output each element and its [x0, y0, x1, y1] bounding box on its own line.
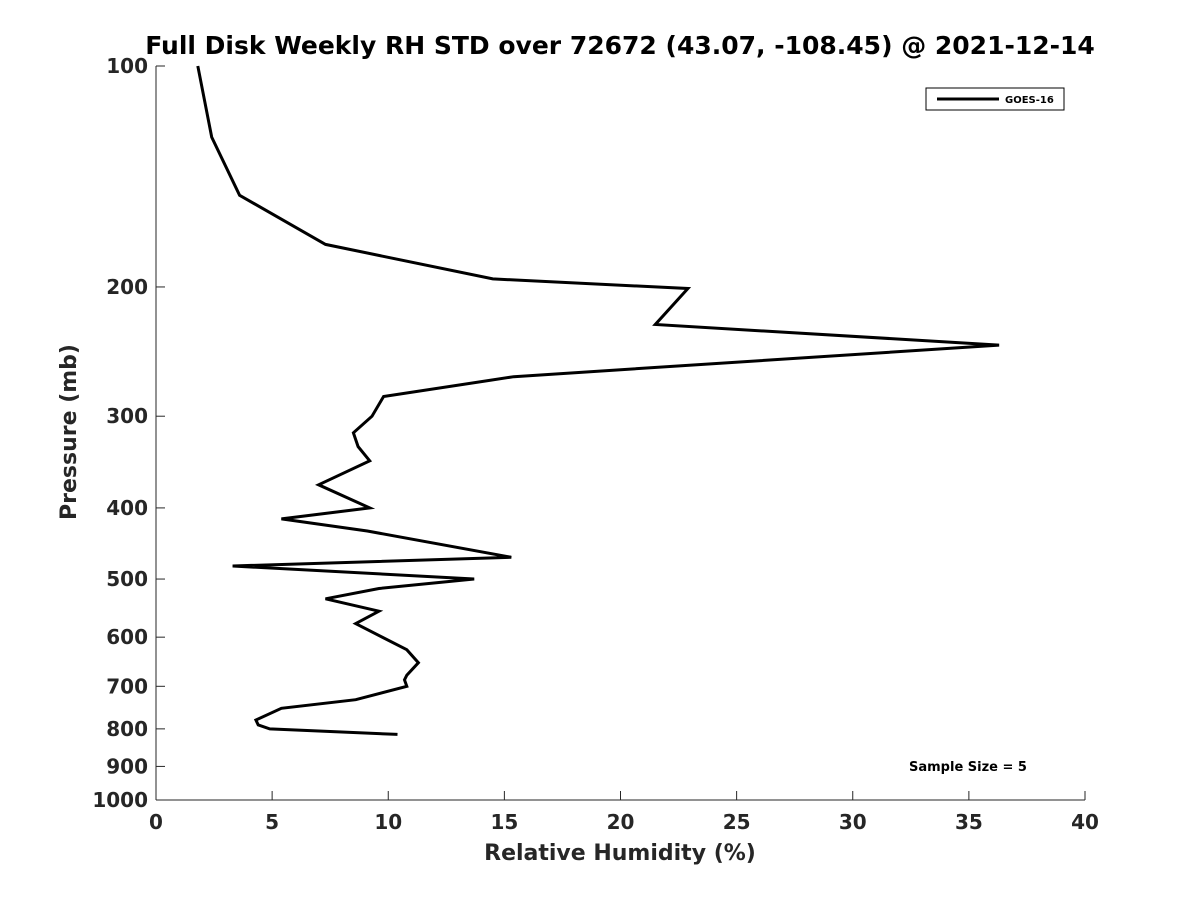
x-tick-label: 5 — [265, 810, 279, 834]
series-line-goes-16 — [196, 65, 1000, 736]
chart-title: Full Disk Weekly RH STD over 72672 (43.0… — [145, 31, 1095, 60]
y-tick-label: 1000 — [92, 788, 148, 812]
y-tick-label: 900 — [106, 754, 148, 778]
y-tick-label: 200 — [106, 275, 148, 299]
y-tick-label: 600 — [106, 625, 148, 649]
sample-size-annotation: Sample Size = 5 — [909, 760, 1027, 775]
legend: GOES-16 — [925, 87, 1065, 111]
y-tick-label: 500 — [106, 567, 148, 591]
x-tick-label: 15 — [490, 810, 518, 834]
x-tick-label: 0 — [149, 810, 163, 834]
x-tick-label: 40 — [1071, 810, 1099, 834]
y-axis: 100 200 300 400 500 600 700 800 900 1000 — [92, 54, 165, 812]
y-axis-label: Pressure (mb) — [57, 344, 82, 520]
x-tick-label: 30 — [839, 810, 867, 834]
plot-area — [196, 65, 1000, 736]
y-tick-label: 400 — [106, 496, 148, 520]
y-tick-label: 300 — [106, 404, 148, 428]
x-tick-label: 20 — [607, 810, 635, 834]
y-tick-label: 100 — [106, 54, 148, 78]
x-tick-label: 10 — [374, 810, 402, 834]
x-axis-label: Relative Humidity (%) — [484, 841, 756, 866]
x-tick-label: 25 — [723, 810, 751, 834]
y-tick-label: 800 — [106, 717, 148, 741]
x-tick-label: 35 — [955, 810, 983, 834]
legend-label-goes-16: GOES-16 — [1005, 95, 1054, 106]
x-axis: 0 5 10 15 20 25 30 35 40 — [149, 791, 1099, 834]
y-tick-label: 700 — [106, 674, 148, 698]
